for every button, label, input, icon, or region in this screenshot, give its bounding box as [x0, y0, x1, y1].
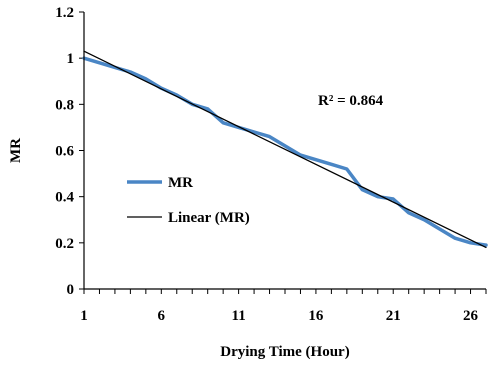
plot-area: [82, 50, 488, 249]
y-tick-label: 0.2: [55, 236, 74, 252]
x-tick-label: 6: [158, 308, 166, 324]
legend-label-mr: MR: [168, 175, 193, 191]
x-tick-label: 21: [386, 308, 401, 324]
y-tick-label: 0: [67, 282, 75, 298]
r-squared-annotation: R² = 0.864: [318, 93, 384, 109]
y-tick-label: 1: [67, 51, 75, 67]
legend-label-linear: Linear (MR): [168, 210, 250, 226]
x-axis-ticks: 1 6 11 16 21 26: [80, 289, 487, 324]
x-tick-label: 11: [232, 308, 246, 324]
y-tick-label: 0.4: [55, 190, 74, 206]
x-tick-label: 1: [80, 308, 88, 324]
x-axis-title: Drying Time (Hour): [220, 344, 349, 360]
x-tick-label: 16: [308, 308, 324, 324]
y-tick-label: 0.6: [55, 144, 74, 160]
x-tick-label: 26: [463, 308, 479, 324]
y-axis-title: MR: [8, 138, 24, 163]
y-tick-label: 0.8: [55, 97, 74, 113]
series-mr-line: [82, 56, 488, 247]
series-linear-trendline: [83, 50, 487, 249]
y-tick-label: 1.2: [55, 5, 74, 21]
y-axis-ticks: 0 0.2 0.4 0.6 0.8 1 1.2: [55, 5, 84, 298]
legend: MR Linear (MR): [127, 175, 250, 226]
